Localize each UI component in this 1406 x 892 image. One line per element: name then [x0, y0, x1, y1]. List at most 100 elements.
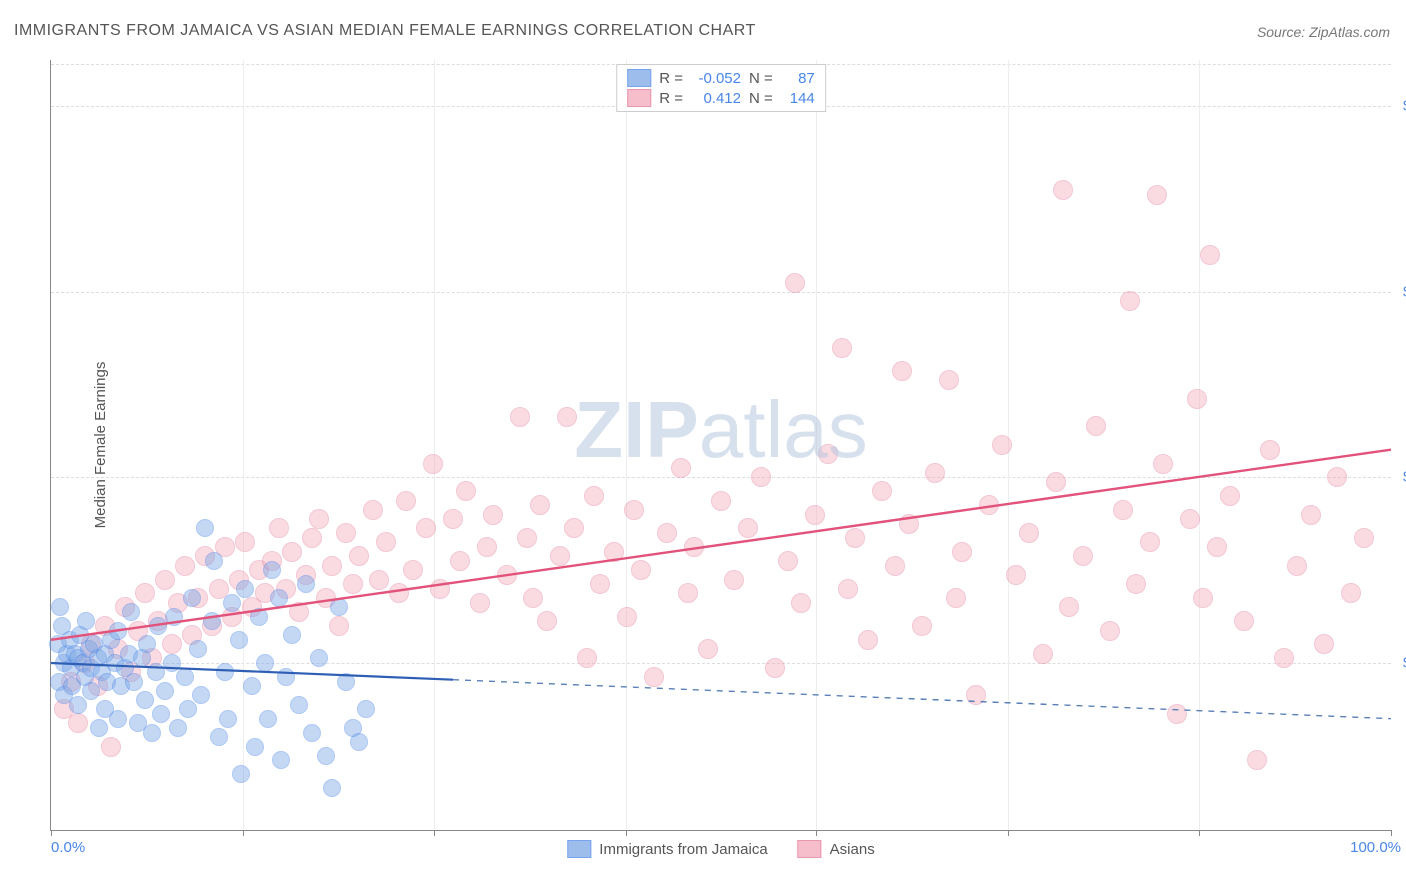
scatter-point [443, 509, 463, 529]
scatter-point [343, 574, 363, 594]
scatter-point [122, 603, 140, 621]
grid-line-v [243, 60, 244, 830]
scatter-point [219, 710, 237, 728]
scatter-point [68, 713, 88, 733]
scatter-point [590, 574, 610, 594]
scatter-point [350, 733, 368, 751]
scatter-point [1019, 523, 1039, 543]
scatter-point [537, 611, 557, 631]
scatter-point [1153, 454, 1173, 474]
scatter-point [872, 481, 892, 501]
scatter-point [337, 673, 355, 691]
scatter-point [1341, 583, 1361, 603]
grid-line-h [51, 663, 1391, 664]
swatch-series-1-b [798, 840, 822, 858]
scatter-point [1327, 467, 1347, 487]
scatter-point [246, 738, 264, 756]
scatter-point [189, 640, 207, 658]
scatter-point [357, 700, 375, 718]
scatter-point [791, 593, 811, 613]
scatter-point [1147, 185, 1167, 205]
scatter-point [259, 710, 277, 728]
x-axis-min-label: 0.0% [51, 839, 85, 856]
scatter-point [162, 634, 182, 654]
scatter-point [430, 579, 450, 599]
scatter-point [657, 523, 677, 543]
scatter-point [136, 691, 154, 709]
scatter-point [183, 589, 201, 607]
scatter-point [604, 542, 624, 562]
scatter-point [163, 654, 181, 672]
scatter-point [156, 682, 174, 700]
correlation-row-0: R = -0.052 N = 87 [627, 69, 815, 87]
scatter-point [138, 635, 156, 653]
grid-line-v [816, 60, 817, 830]
scatter-point [925, 463, 945, 483]
correlation-legend: R = -0.052 N = 87 R = 0.412 N = 144 [616, 64, 826, 112]
scatter-point [272, 751, 290, 769]
y-axis-label: Median Female Earnings [92, 362, 109, 529]
r-label-0: R = [659, 70, 683, 87]
scatter-point [778, 551, 798, 571]
scatter-point [765, 658, 785, 678]
series-legend: Immigrants from Jamaica Asians [567, 840, 874, 858]
x-tick [816, 830, 817, 836]
x-tick [1199, 830, 1200, 836]
scatter-point [1260, 440, 1280, 460]
scatter-point [832, 338, 852, 358]
scatter-point [283, 626, 301, 644]
grid-line-v [434, 60, 435, 830]
grid-line-h [51, 477, 1391, 478]
scatter-point [143, 724, 161, 742]
scatter-point [1274, 648, 1294, 668]
scatter-point [310, 649, 328, 667]
x-tick [434, 830, 435, 836]
scatter-point [858, 630, 878, 650]
scatter-point [336, 523, 356, 543]
scatter-point [236, 580, 254, 598]
scatter-point [1207, 537, 1227, 557]
scatter-point [1354, 528, 1374, 548]
scatter-point [1046, 472, 1066, 492]
scatter-point [1073, 546, 1093, 566]
scatter-point [147, 663, 165, 681]
scatter-point [282, 542, 302, 562]
scatter-point [885, 556, 905, 576]
scatter-point [1059, 597, 1079, 617]
scatter-point [698, 639, 718, 659]
scatter-point [270, 589, 288, 607]
scatter-point [470, 593, 490, 613]
scatter-point [644, 667, 664, 687]
scatter-point [289, 602, 309, 622]
scatter-point [510, 407, 530, 427]
scatter-point [939, 370, 959, 390]
scatter-point [322, 556, 342, 576]
x-tick [626, 830, 627, 836]
scatter-point [946, 588, 966, 608]
x-axis-max-label: 100.0% [1350, 839, 1401, 856]
scatter-point [302, 528, 322, 548]
scatter-point [192, 686, 210, 704]
n-value-0: 87 [781, 70, 815, 87]
scatter-point [109, 710, 127, 728]
scatter-point [77, 612, 95, 630]
swatch-series-1 [627, 89, 651, 107]
scatter-point [250, 608, 268, 626]
scatter-point [179, 700, 197, 718]
scatter-point [805, 505, 825, 525]
scatter-point [584, 486, 604, 506]
scatter-point [155, 570, 175, 590]
scatter-point [483, 505, 503, 525]
scatter-point [966, 685, 986, 705]
scatter-point [303, 724, 321, 742]
r-value-1: 0.412 [691, 90, 741, 107]
scatter-point [82, 682, 100, 700]
scatter-point [376, 532, 396, 552]
trend-lines-svg [51, 60, 1391, 830]
scatter-point [323, 779, 341, 797]
scatter-point [450, 551, 470, 571]
scatter-point [223, 594, 241, 612]
scatter-point [456, 481, 476, 501]
scatter-point [175, 556, 195, 576]
legend-label-1: Asians [830, 841, 875, 858]
